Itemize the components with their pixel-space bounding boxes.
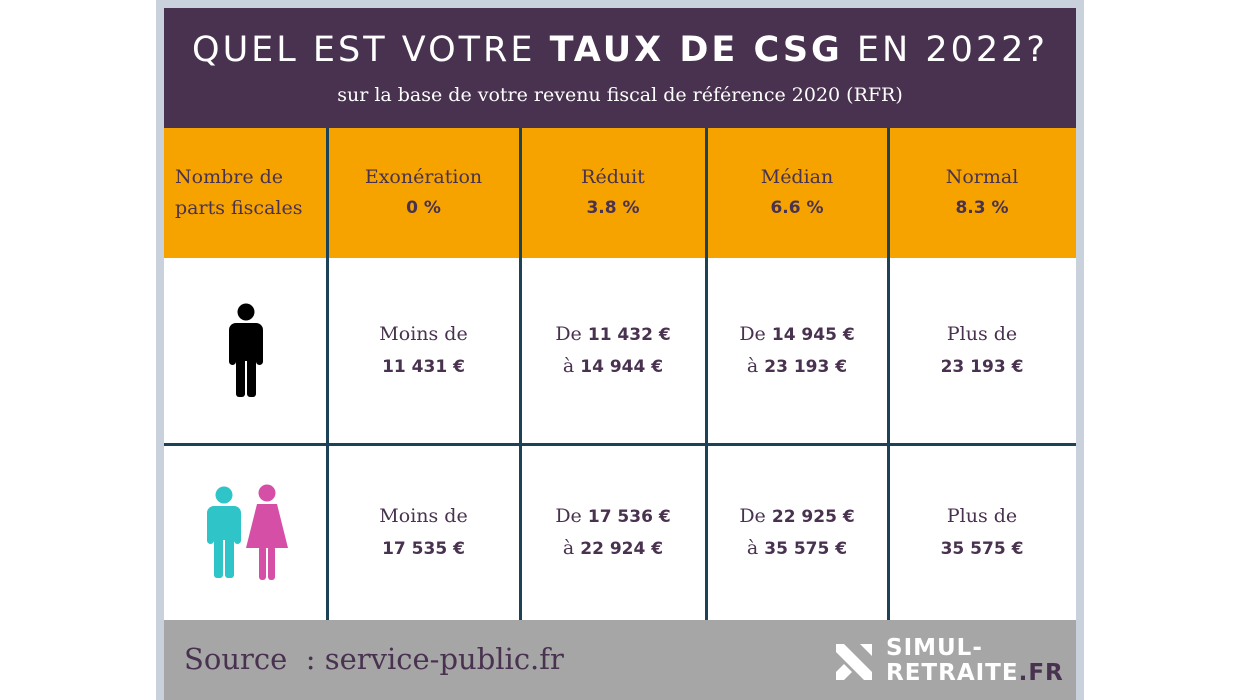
column-divider: [326, 128, 329, 620]
page-subtitle: sur la base de votre revenu fiscal de ré…: [337, 84, 903, 106]
cell-prefix: De: [555, 323, 588, 345]
cell-value: 23 193 €: [940, 357, 1024, 377]
cell-prefix: De: [555, 505, 588, 527]
couple-exoneration-cell: Moins de 17 535 €: [327, 446, 520, 620]
column-rate: 3.8 %: [586, 198, 640, 218]
cell-value: 35 575 €: [940, 539, 1024, 559]
footer-bar: Source : service-public.fr SIMUL- RETRAI…: [164, 620, 1076, 700]
cell-value: 14 944 €: [580, 357, 664, 377]
column-label: Réduit: [581, 166, 645, 188]
cell-value: 11 432 €: [587, 325, 671, 345]
cell-prefix: à: [562, 355, 581, 377]
header-median: Médian 6.6 %: [706, 128, 888, 258]
single-median-cell: De 14 945 € à 23 193 €: [706, 258, 888, 444]
table-header-row: Nombre de parts fiscales Exonération 0 %…: [164, 128, 1076, 258]
single-normal-cell: Plus de 23 193 €: [888, 258, 1076, 444]
simul-retraite-logo: SIMUL- RETRAITE.FR: [832, 636, 1064, 688]
logo-line2-main: RETRAITE: [886, 660, 1019, 686]
page-title: QUEL EST VOTRE TAUX DE CSG EN 2022?: [164, 30, 1076, 70]
cell-prefix: Moins de: [379, 323, 468, 345]
cell-value: 22 924 €: [580, 539, 664, 559]
cell-value: 14 945 €: [771, 325, 855, 345]
couple-reduit-cell: De 17 536 € à 22 924 €: [520, 446, 706, 620]
column-divider: [519, 128, 522, 620]
row-icon-cell: [164, 258, 327, 444]
title-prefix: QUEL EST VOTRE: [192, 30, 550, 70]
table-row-couple: Moins de 17 535 € De 17 536 € à 22 924 €…: [164, 446, 1076, 620]
header-normal: Normal 8.3 %: [888, 128, 1076, 258]
source-text: Source : service-public.fr: [184, 642, 564, 676]
cell-value: 35 575 €: [764, 539, 848, 559]
cell-prefix: Plus de: [946, 323, 1018, 345]
couple-normal-cell: Plus de 35 575 €: [888, 446, 1076, 620]
logo-line1: SIMUL-: [886, 635, 983, 661]
cell-prefix: De: [739, 505, 772, 527]
table-row-single: Moins de 11 431 € De 11 432 € à 14 944 €…: [164, 258, 1076, 444]
title-suffix: EN 2022?: [842, 30, 1048, 70]
header-parts-line2: parts fiscales: [175, 197, 303, 219]
column-label: Normal: [945, 166, 1019, 188]
couple-icon: [206, 484, 288, 580]
single-person-icon: [228, 303, 263, 397]
single-exoneration-cell: Moins de 11 431 €: [327, 258, 520, 444]
cell-prefix: à: [746, 537, 765, 559]
header-exoneration: Exonération 0 %: [327, 128, 520, 258]
cell-value: 23 193 €: [764, 357, 848, 377]
single-reduit-cell: De 11 432 € à 14 944 €: [520, 258, 706, 444]
cell-value: 22 925 €: [771, 507, 855, 527]
logo-line2-accent: .FR: [1018, 660, 1064, 686]
row-divider: [164, 443, 1076, 446]
column-label: Exonération: [364, 166, 483, 188]
infographic-card: QUEL EST VOTRE TAUX DE CSG EN 2022? sur …: [164, 8, 1076, 700]
cell-prefix: Plus de: [946, 505, 1018, 527]
cell-prefix: Moins de: [379, 505, 468, 527]
header-parts-line1: Nombre de: [175, 166, 284, 188]
column-rate: 8.3 %: [955, 198, 1009, 218]
cell-value: 17 536 €: [587, 507, 671, 527]
column-rate: 0 %: [406, 198, 441, 218]
column-divider: [887, 128, 890, 620]
logo-text: SIMUL- RETRAITE.FR: [886, 636, 1064, 686]
cell-value: 17 535 €: [382, 539, 465, 559]
header-reduit: Réduit 3.8 %: [520, 128, 706, 258]
couple-median-cell: De 22 925 € à 35 575 €: [706, 446, 888, 620]
header-parts-fiscales: Nombre de parts fiscales: [164, 128, 327, 258]
cell-prefix: De: [739, 323, 772, 345]
title-bold: TAUX DE CSG: [549, 30, 843, 70]
column-rate: 6.6 %: [770, 198, 824, 218]
column-label: Médian: [760, 166, 834, 188]
logo-x-icon: [836, 644, 872, 680]
cell-value: 11 431 €: [382, 357, 465, 377]
row-icon-cell: [164, 446, 327, 620]
header-banner: QUEL EST VOTRE TAUX DE CSG EN 2022? sur …: [164, 8, 1076, 128]
cell-prefix: à: [746, 355, 765, 377]
cell-prefix: à: [562, 537, 581, 559]
column-divider: [705, 128, 708, 620]
